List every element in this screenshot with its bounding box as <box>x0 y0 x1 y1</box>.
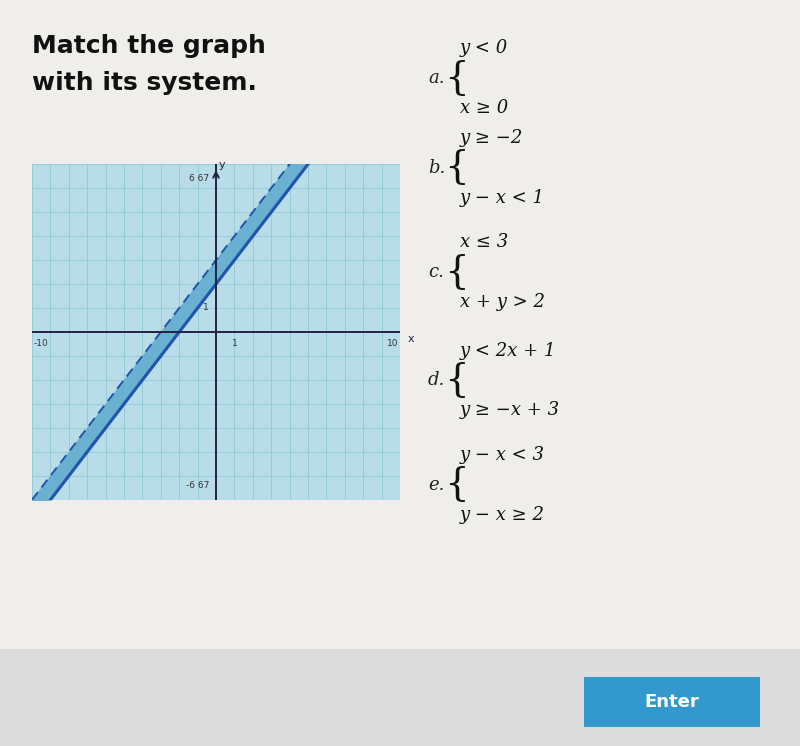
Text: 6 67: 6 67 <box>190 175 210 184</box>
Text: y − x < 3: y − x < 3 <box>460 446 545 464</box>
Text: {: { <box>444 149 469 186</box>
Text: y ≥ −x + 3: y ≥ −x + 3 <box>460 401 560 419</box>
Text: 1: 1 <box>203 304 209 313</box>
Text: Enter: Enter <box>645 693 699 711</box>
Text: {: { <box>444 466 469 504</box>
Text: y < 2x + 1: y < 2x + 1 <box>460 342 557 360</box>
Text: 1: 1 <box>231 339 238 348</box>
Text: x + y > 2: x + y > 2 <box>460 293 545 311</box>
Text: -6 67: -6 67 <box>186 480 210 489</box>
Text: y < 0: y < 0 <box>460 40 508 57</box>
Text: {: { <box>444 362 469 399</box>
Text: y: y <box>219 160 226 170</box>
Text: -10: -10 <box>34 339 49 348</box>
Text: b.: b. <box>428 159 446 177</box>
Text: {: { <box>444 254 469 291</box>
Text: {: { <box>444 60 469 97</box>
Text: x ≤ 3: x ≤ 3 <box>460 233 508 251</box>
Text: x ≥ 0: x ≥ 0 <box>460 99 508 117</box>
Text: y ≥ −2: y ≥ −2 <box>460 129 523 147</box>
Text: y − x < 1: y − x < 1 <box>460 189 545 207</box>
Text: y − x ≥ 2: y − x ≥ 2 <box>460 506 545 524</box>
Text: Match the graph: Match the graph <box>32 34 266 57</box>
Text: e.: e. <box>428 476 444 494</box>
Text: a.: a. <box>428 69 445 87</box>
Text: c.: c. <box>428 263 444 281</box>
Text: 10: 10 <box>386 339 398 348</box>
Text: x: x <box>407 334 414 344</box>
Text: d.: d. <box>428 372 446 389</box>
Text: with its system.: with its system. <box>32 71 257 95</box>
